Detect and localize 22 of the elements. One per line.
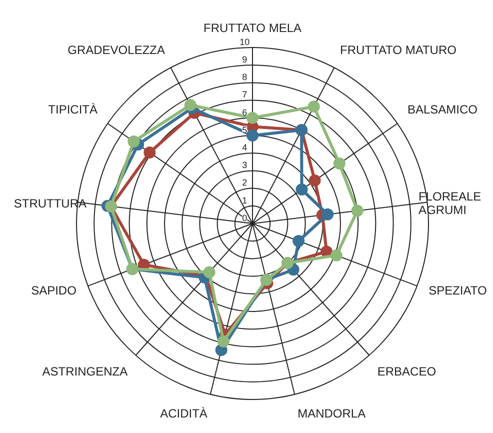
spoke-label: ACIDITÀ (160, 406, 208, 420)
y-tick-label: 1 (242, 195, 248, 206)
y-tick-label: 9 (242, 54, 248, 64)
spoke-label: FRUTTATO MELA (204, 21, 302, 36)
y-tick-label: 0 (242, 212, 248, 223)
spoke-label: SAPIDO (31, 283, 76, 298)
y-tick-label: 2 (242, 178, 248, 188)
y-tick-label: 6 (242, 107, 248, 118)
spoke-label: BALSAMICO (407, 102, 478, 117)
spoke-label: ERBACEO (377, 364, 436, 378)
y-tick-label: 7 (242, 90, 248, 100)
y-tick-label: 5 (242, 124, 248, 135)
spoke-label: SPEZIATO (428, 283, 487, 298)
y-tick-label: 10 (240, 36, 250, 47)
spoke-label: GRADEVOLEZZA (68, 42, 165, 57)
y-tick-label: 4 (242, 142, 248, 152)
spoke-label: ASTRINGENZA (42, 364, 128, 378)
spoke-label: MANDORLA (298, 406, 366, 420)
y-tick-label: 8 (242, 72, 248, 82)
spoke-label: FRUTTATO MATURO (340, 42, 456, 57)
spoke-label: TIPICITÀ (48, 102, 98, 117)
y-tick-label: 3 (242, 160, 248, 170)
